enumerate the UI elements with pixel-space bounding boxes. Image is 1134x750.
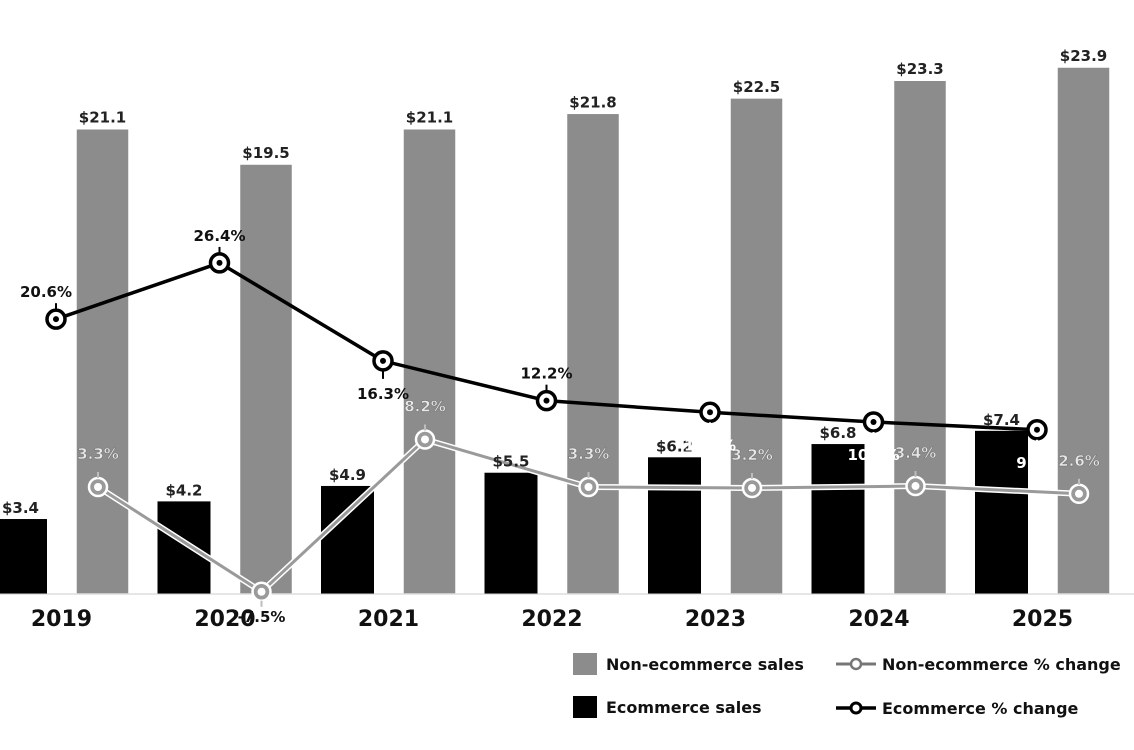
ecommerce-bar-label-2024: $6.8 — [819, 424, 856, 442]
year-labels: 2019 2020 2021 2022 2023 2024 2025 — [31, 607, 1073, 632]
non-ecommerce-pct-marker-center-2023 — [748, 483, 756, 492]
year-label-2020: 2020 — [194, 607, 255, 632]
lines-layer — [45, 246, 1090, 607]
non-ecommerce-bar-2024 — [892, 79, 948, 595]
legend-label-non-ecommerce-sales: Non-ecommerce sales — [606, 655, 804, 674]
non-ecommerce-bar-2023 — [729, 97, 784, 595]
legend-swatch-ecommerce-sales — [573, 696, 597, 718]
legend-swatch-non-ecommerce-sales — [573, 653, 597, 675]
non-ecommerce-bar-label-2025: $23.9 — [1060, 47, 1107, 65]
non-ecommerce-pct-label-2024: 3.4% — [895, 444, 937, 462]
ecommerce-bar-label-2022: $5.5 — [492, 453, 529, 471]
legend-marker-non-ecommerce-pct — [849, 657, 863, 671]
ecommerce-pct-marker-center-2019 — [53, 316, 59, 323]
non-ecommerce-pct-label-2019: 3.3% — [77, 445, 119, 463]
year-label-2024: 2024 — [848, 607, 909, 632]
non-ecommerce-pct-label-2021: 8.2% — [404, 397, 446, 415]
year-label-2023: 2023 — [685, 607, 746, 632]
ecommerce-bar-2021 — [321, 485, 374, 594]
ecommerce-pct-label-2020: 26.4% — [193, 227, 245, 245]
ecommerce-bar-2022 — [484, 472, 538, 594]
non-ecommerce-bar-label-2021: $21.1 — [406, 109, 453, 127]
legend-label-non-ecommerce-pct: Non-ecommerce % change — [882, 655, 1121, 674]
ecommerce-pct-label-2023: 11.0% — [684, 436, 736, 454]
non-ecommerce-pct-marker-center-2024 — [911, 482, 920, 491]
bars-layer — [0, 66, 1111, 595]
non-ecommerce-bar-2025 — [1056, 66, 1111, 595]
year-label-2021: 2021 — [358, 607, 419, 632]
ecommerce-bar-label-2023: $6.2 — [656, 437, 693, 455]
ecommerce-pct-label-2024: 10.0% — [847, 446, 899, 464]
non-ecommerce-pct-marker-center-2019 — [94, 482, 102, 491]
non-ecommerce-pct-marker-center-2021 — [421, 435, 429, 444]
ecommerce-bar-2023 — [648, 457, 701, 594]
non-ecommerce-bar-label-2022: $21.8 — [569, 93, 616, 111]
non-ecommerce-bar-label-2020: $19.5 — [242, 144, 289, 162]
non-ecommerce-bar-2020 — [238, 163, 294, 595]
year-label-2022: 2022 — [521, 607, 582, 632]
ecommerce-bar-2019 — [0, 519, 47, 594]
ecommerce-bar-label-2019: $3.4 — [2, 499, 39, 517]
labels-layer: $3.4 $21.1 $4.2 $19.5 $4.9 $21.1 $5.5 $21.8 $6.2… — [2, 47, 1107, 626]
non-ecommerce-bar-2021 — [402, 127, 457, 595]
ecommerce-pct-marker-center-2020 — [216, 259, 223, 266]
non-ecommerce-pct-marker-center-2025 — [1075, 489, 1083, 498]
non-ecommerce-bar-label-2023: $22.5 — [733, 78, 780, 96]
ecommerce-pct-label-2022: 12.2% — [520, 365, 572, 383]
non-ecommerce-pct-marker-center-2020 — [257, 587, 266, 596]
legend-label-ecommerce-sales: Ecommerce sales — [606, 698, 762, 717]
ecommerce-pct-label-2025: 9.2% — [1016, 454, 1058, 472]
non-ecommerce-pct-label-2023: 3.2% — [731, 446, 773, 464]
ecommerce-bar-2024 — [811, 444, 865, 594]
ecommerce-bar-label-2020: $4.2 — [165, 481, 202, 499]
legend-label-ecommerce-pct: Ecommerce % change — [882, 699, 1079, 718]
non-ecommerce-bar-2019 — [75, 127, 130, 595]
year-label-2025: 2025 — [1012, 607, 1073, 632]
ecommerce-pct-marker-center-2021 — [380, 357, 386, 364]
non-ecommerce-bar-label-2024: $23.3 — [896, 60, 943, 78]
ecommerce-pct-marker-center-2022 — [543, 397, 550, 404]
ecommerce-pct-label-2019: 20.6% — [20, 283, 72, 301]
non-ecommerce-pct-label-2020: -7.5% — [238, 608, 286, 626]
ecommerce-bar-2020 — [157, 501, 211, 594]
non-ecommerce-pct-label-2025: 2.6% — [1058, 452, 1100, 470]
ecommerce-pct-marker-center-2023 — [707, 409, 713, 416]
ecommerce-pct-marker-center-2024 — [870, 419, 877, 425]
legend-marker-ecommerce-pct — [849, 701, 863, 715]
year-label-2019: 2019 — [31, 607, 92, 632]
non-ecommerce-bar-label-2019: $21.1 — [79, 109, 126, 127]
ecommerce-bar-label-2021: $4.9 — [329, 466, 366, 484]
ecommerce-bar-2025 — [975, 430, 1028, 594]
non-ecommerce-bar-2022 — [565, 112, 621, 595]
ecommerce-pct-label-2021: 16.3% — [357, 385, 409, 403]
ecommerce-bar-label-2025: $7.4 — [983, 411, 1020, 429]
non-ecommerce-pct-marker-center-2022 — [584, 482, 593, 491]
legend: Non-ecommerce sales Non-ecommerce % chang… — [573, 653, 1121, 718]
ecommerce-pct-marker-center-2025 — [1034, 426, 1040, 433]
non-ecommerce-pct-label-2022: 3.3% — [568, 445, 610, 463]
